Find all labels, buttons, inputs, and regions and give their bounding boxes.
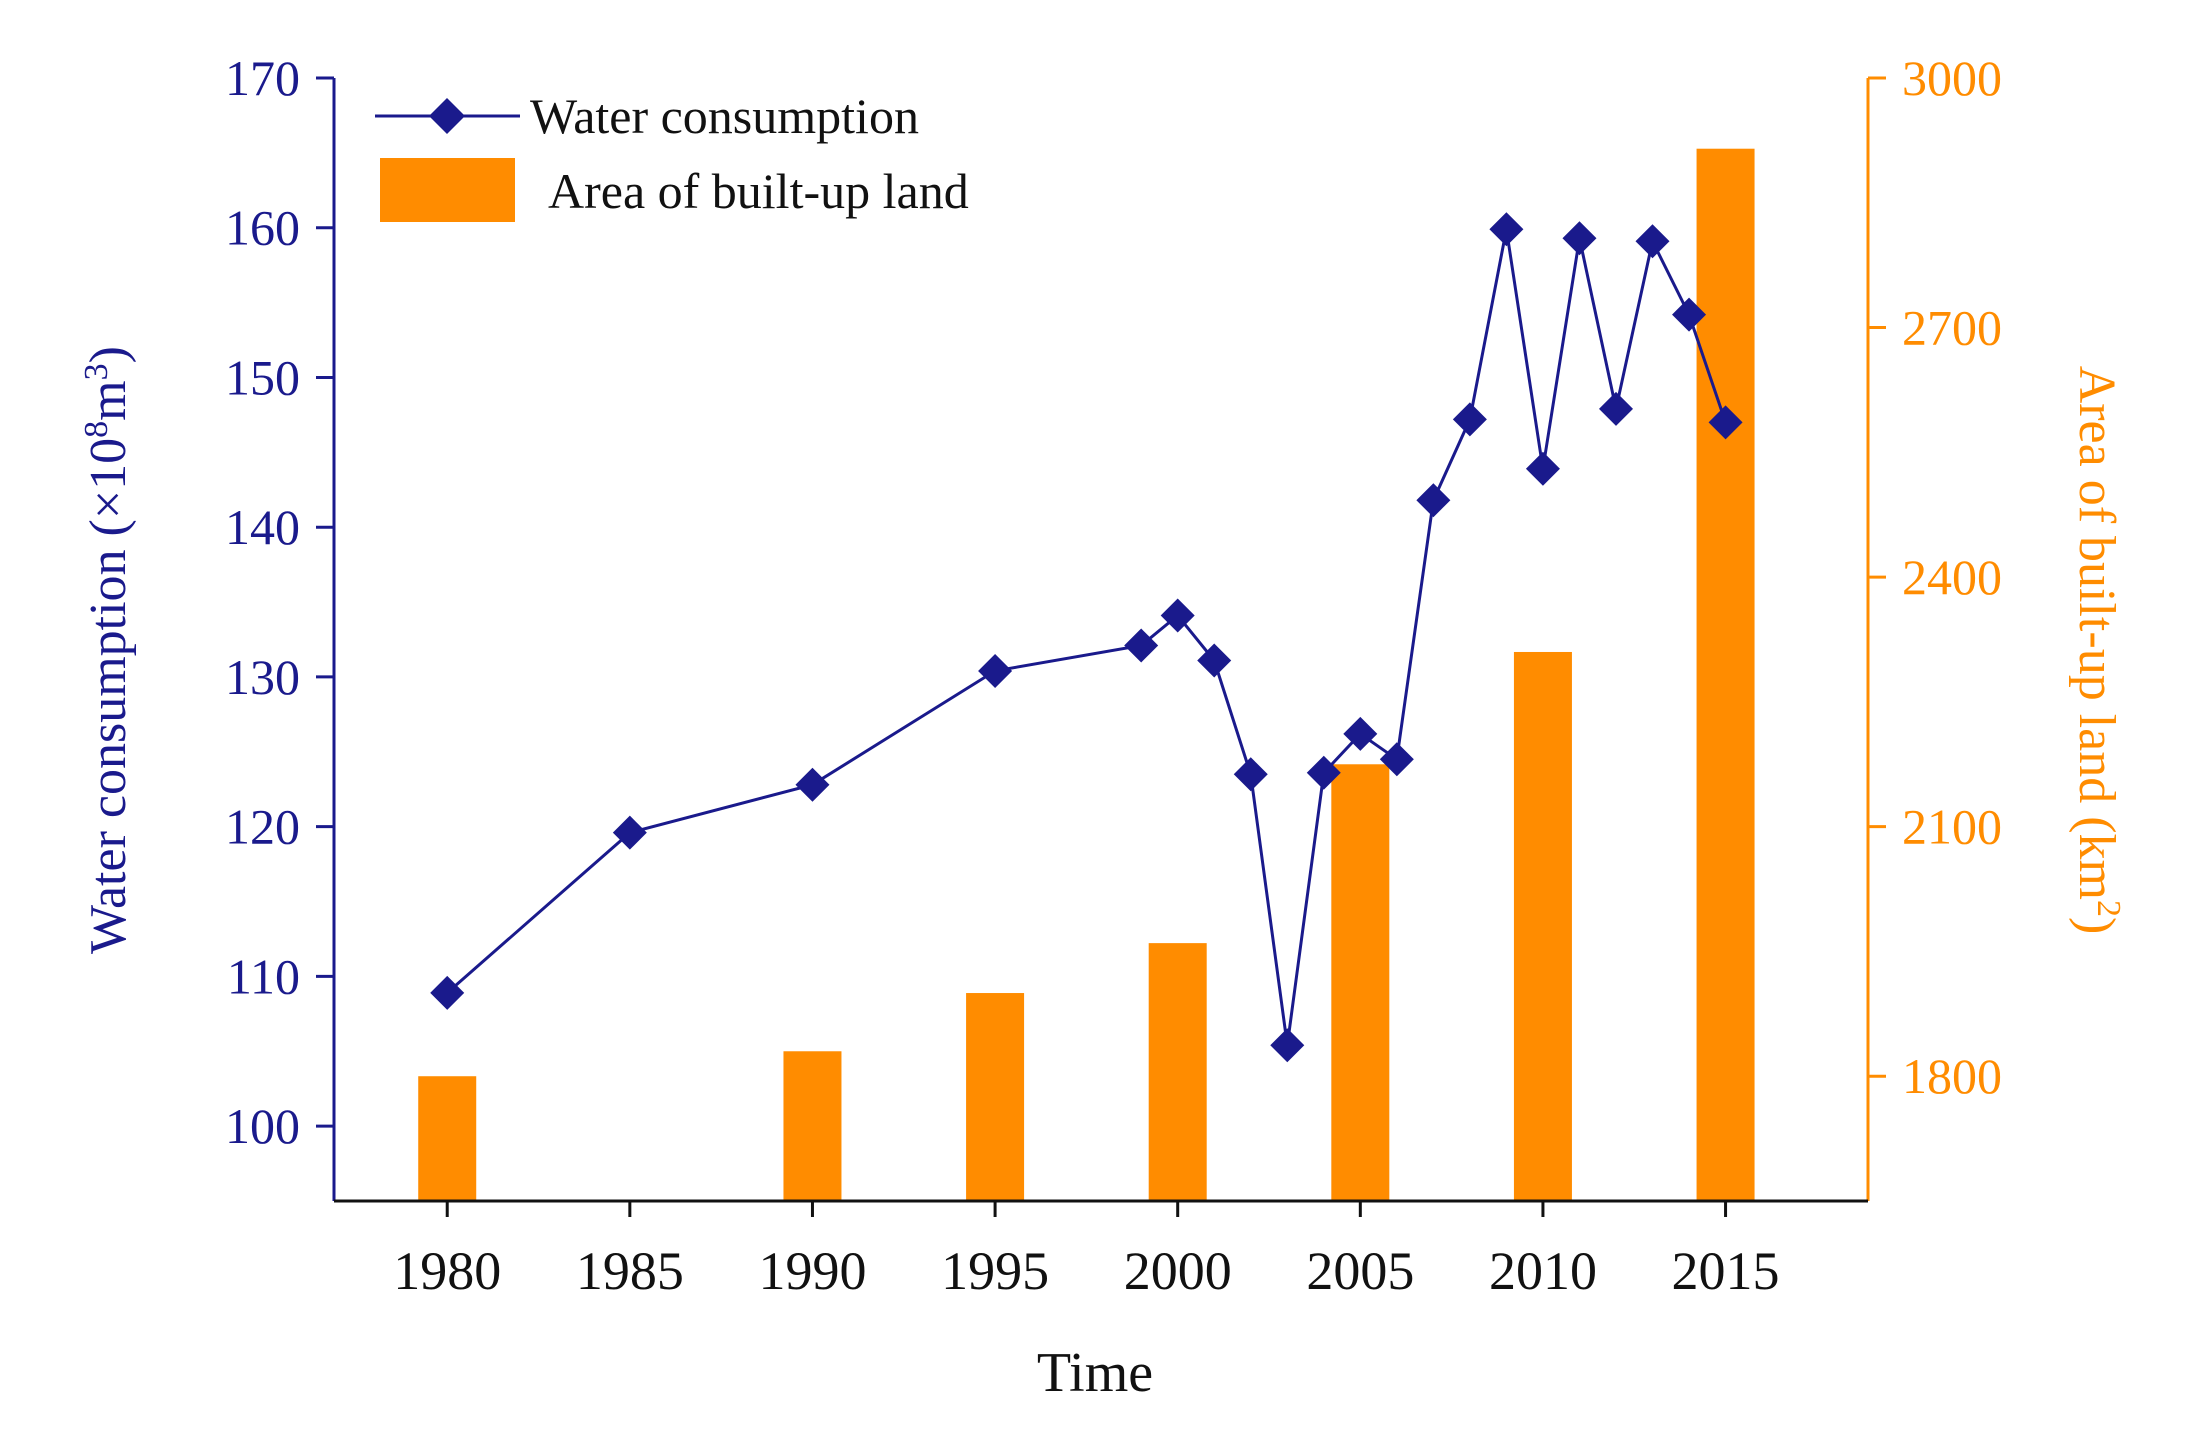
water-point-2010 [1525, 451, 1560, 486]
right-tick-label: 1800 [1902, 1048, 2002, 1104]
bottom-tick-label: 1980 [393, 1241, 501, 1301]
bottom-tick-label: 2000 [1124, 1241, 1232, 1301]
bottom-tick-label: 2015 [1672, 1241, 1780, 1301]
water-point-2008 [1452, 402, 1487, 437]
bottom-tick-label: 1985 [576, 1241, 684, 1301]
water-point-2015 [1708, 405, 1743, 440]
legend-label-area: Area of built-up land [548, 163, 969, 219]
water-point-2004 [1306, 755, 1341, 790]
left-tick-label: 130 [225, 649, 300, 705]
left-axis-title: Water consumption (×108m3) [78, 346, 137, 954]
right-axis-title: Area of built-up land (km2) [2068, 366, 2127, 935]
legend-diamond-icon [429, 98, 465, 134]
water-point-2009 [1489, 212, 1524, 247]
right-tick-label: 3000 [1902, 50, 2002, 106]
water-point-1985 [612, 815, 647, 850]
right-tick-label: 2100 [1902, 799, 2002, 855]
water-point-1990 [795, 767, 830, 802]
water-point-2006 [1379, 742, 1414, 777]
labels-layer: 100 110 120 130 140 150 160 170 1800 2100 2400 2700… [225, 50, 2002, 1301]
bars-layer [418, 148, 1755, 1202]
left-tick-label: 160 [225, 200, 300, 256]
water-point-2013 [1635, 224, 1670, 259]
water-point-2007 [1416, 483, 1451, 518]
water-point-2014 [1672, 297, 1707, 332]
bottom-tick-label: 1995 [941, 1241, 1049, 1301]
water-point-1980 [430, 975, 465, 1010]
left-tick-label: 170 [225, 50, 300, 106]
bar-2005 [1331, 764, 1390, 1201]
left-tick-label: 140 [225, 499, 300, 555]
water-point-2012 [1598, 391, 1633, 426]
bar-2015 [1696, 148, 1755, 1202]
water-point-1995 [978, 653, 1013, 688]
legend-bar-swatch [380, 158, 515, 222]
right-tick-label: 2700 [1902, 300, 2002, 356]
water-point-2011 [1562, 221, 1597, 256]
axes-layer [316, 76, 1886, 1217]
bar-1990 [783, 1051, 842, 1201]
bottom-tick-label: 2010 [1489, 1241, 1597, 1301]
line-layer [430, 212, 1743, 1063]
left-tick-label: 110 [227, 948, 300, 1004]
water-point-2000 [1160, 598, 1195, 633]
bar-1980 [418, 1076, 477, 1201]
water-point-2001 [1197, 643, 1232, 678]
bar-2010 [1513, 651, 1572, 1201]
bar-1995 [966, 993, 1025, 1201]
water-point-2005 [1343, 716, 1378, 751]
legend: Water consumption Area of built-up land [375, 88, 969, 222]
bottom-tick-label: 1990 [758, 1241, 866, 1301]
water-point-2003 [1270, 1028, 1305, 1063]
right-tick-label: 2400 [1902, 549, 2002, 605]
bottom-tick-label: 2005 [1306, 1241, 1414, 1301]
water-point-2002 [1233, 757, 1268, 792]
x-axis-title: Time [1037, 1342, 1153, 1404]
bar-2000 [1148, 943, 1207, 1201]
legend-label-water: Water consumption [530, 88, 919, 144]
water-point-1999 [1124, 628, 1159, 663]
left-tick-label: 100 [225, 1098, 300, 1154]
left-tick-label: 120 [225, 799, 300, 855]
left-tick-label: 150 [225, 349, 300, 405]
